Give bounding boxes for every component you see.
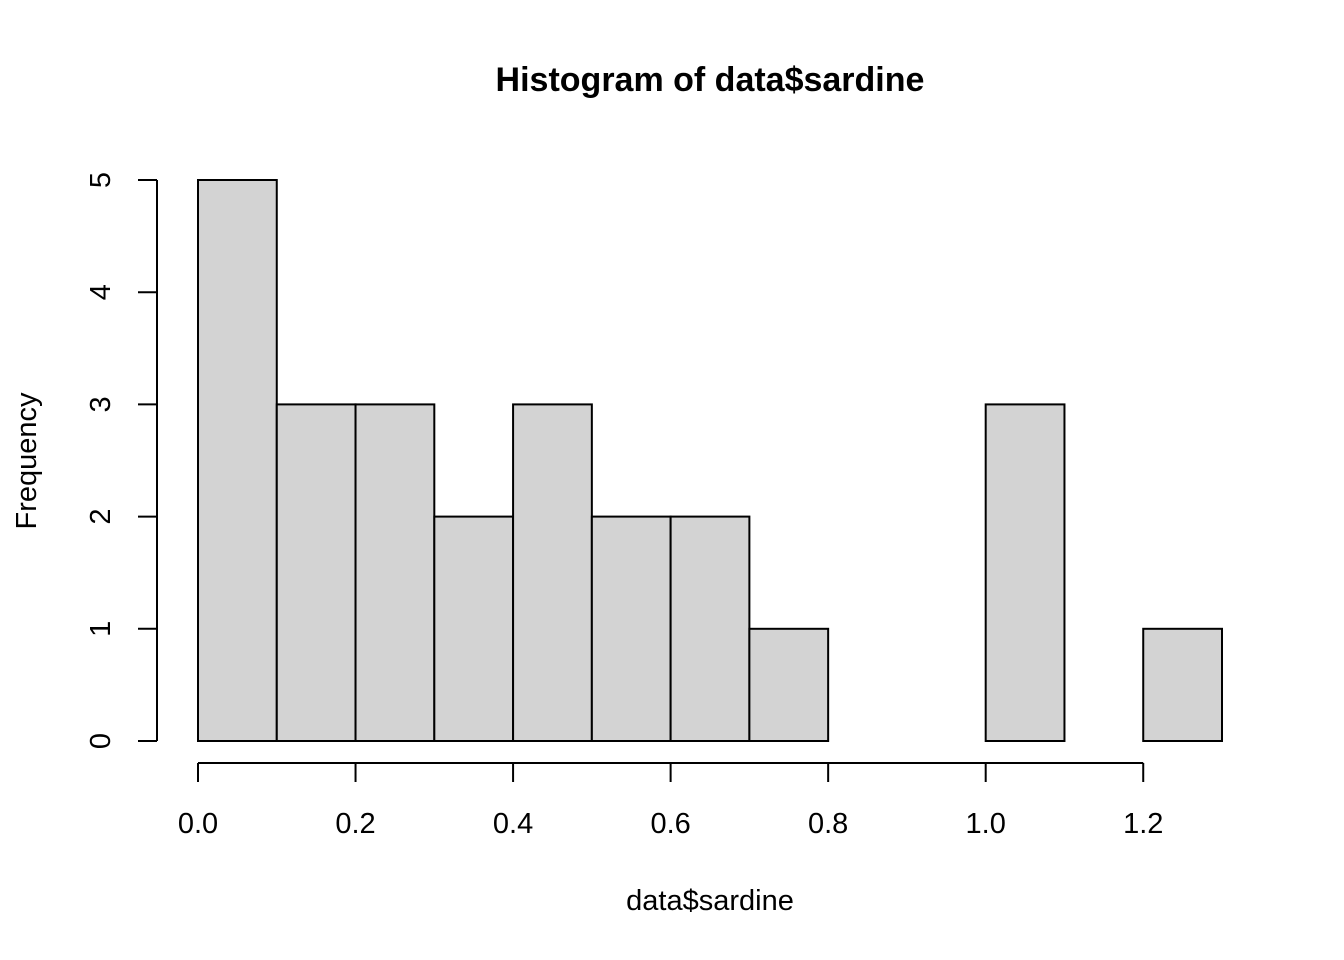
y-tick-label: 3 bbox=[85, 396, 117, 412]
histogram-bar bbox=[275, 403, 357, 742]
x-tick-label: 0.6 bbox=[650, 808, 690, 840]
histogram-bar bbox=[1142, 627, 1223, 742]
y-tick-label: 2 bbox=[85, 509, 117, 525]
histogram-bar bbox=[354, 403, 436, 742]
x-tick-label: 1.2 bbox=[1123, 808, 1163, 840]
histogram-bar bbox=[748, 627, 830, 742]
x-axis: 0.0 0.2 0.4 0.6 0.8 1.0 1.2 bbox=[178, 762, 1163, 840]
y-tick-label: 5 bbox=[85, 172, 117, 188]
y-axis: 0 1 2 3 4 5 bbox=[85, 172, 158, 749]
x-axis-label: data$sardine bbox=[626, 885, 794, 917]
histogram-bar bbox=[669, 515, 751, 742]
histogram-bar bbox=[512, 403, 593, 742]
x-tick-label: 1.0 bbox=[966, 808, 1006, 840]
x-tick-label: 0.8 bbox=[808, 808, 848, 840]
x-tick-label: 0.2 bbox=[335, 808, 375, 840]
histogram-bars bbox=[197, 179, 1223, 742]
x-tick-label: 0.0 bbox=[178, 808, 218, 840]
y-axis-label: Frequency bbox=[11, 392, 43, 530]
x-tick-label: 0.4 bbox=[493, 808, 533, 840]
y-tick-label: 0 bbox=[85, 733, 117, 749]
histogram-bar bbox=[197, 179, 278, 742]
chart-title: Histogram of data$sardine bbox=[496, 61, 925, 99]
histogram-bar bbox=[590, 515, 672, 742]
y-tick-label: 4 bbox=[85, 284, 117, 300]
y-tick-label: 1 bbox=[85, 621, 117, 637]
histogram-bar bbox=[984, 403, 1066, 742]
histogram-bar bbox=[433, 515, 515, 742]
